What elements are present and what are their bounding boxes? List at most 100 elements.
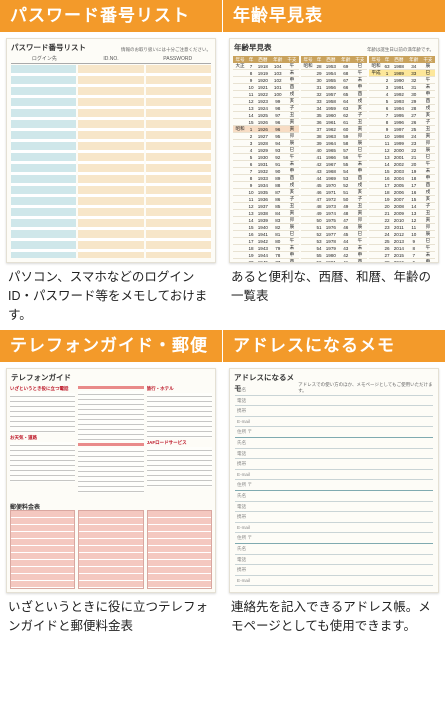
age-cell: 巳 [352,63,367,71]
age-cell: 13 [383,153,391,162]
age-cell [233,83,248,92]
age-cell: 82 [270,223,285,232]
age-cell: 43 [338,244,353,253]
age-cell: 申 [284,76,299,85]
age-cell: 酉 [284,174,299,183]
age-row: 16 1941 81 巳 [233,230,299,239]
age-cell: 21 [383,209,391,218]
age-row: 49 1974 48 寅 [301,209,367,218]
age-cell: 戌 [420,188,435,197]
age-cell: 32 [406,76,421,85]
age-cell [301,139,316,148]
phone-section-weather: お天気・道路 [10,435,37,440]
age-cell: 29 [315,69,323,78]
password-table-header: ログイン先 ID.NO. PASSWORD [11,54,212,64]
age-cell: 23 [383,223,391,232]
age-cell: 99 [270,97,285,106]
age-header-cell: 年齢 [270,56,285,63]
age-row: 26 2014 8 午 [369,244,435,253]
age-row: 42 1967 55 未 [301,160,367,169]
age-row: 38 1963 59 卯 [301,132,367,141]
age-cell [369,258,384,262]
age-row: 2 1990 32 午 [369,76,435,85]
age-cell [233,153,248,162]
age-cell: 96 [270,118,285,127]
age-cell: 44 [315,174,323,183]
age-cell: 1941 [254,230,271,239]
age-cell: 45 [338,230,353,239]
age-cell: 102 [270,76,285,85]
age-cell [301,181,316,190]
age-cell: 2003 [390,167,407,176]
age-cell: 寅 [352,125,367,134]
age-cell: 100 [270,90,285,99]
age-page-note: 年齢は誕生日以前の満年齢です。 [366,47,434,52]
age-cell: 卯 [352,216,367,225]
phone-guide-banner: テレフォンガイド・郵便料金表 [0,330,222,387]
age-row: 9 1920 102 申 [233,76,299,85]
address-field-row: E-mail [235,576,433,587]
age-cell: 酉 [352,90,367,99]
age-cell: 65 [338,90,353,99]
age-cell: 17 [247,237,255,246]
age-cell: 1966 [322,153,339,162]
age-cell [301,111,316,120]
age-cell: 7 [383,111,391,120]
age-row: 12 2000 22 辰 [369,146,435,155]
address-field-row: 電話 [235,555,433,566]
age-cell: 18 [406,174,421,183]
age-cell: 78 [270,251,285,260]
age-cell: 34 [315,104,323,113]
age-row: 53 1978 44 午 [301,237,367,246]
age-row: 15 1940 82 辰 [233,223,299,232]
age-row: 43 1968 54 申 [301,167,367,176]
phone-section-emergency: いざというとき役に立つ電話 [10,386,69,391]
age-cell: 6 [383,104,391,113]
age-cell: 84 [270,209,285,218]
age-cell [369,167,384,176]
age-cell: 2014 [390,244,407,253]
age-cell [301,83,316,92]
age-row: 12 1937 85 丑 [233,202,299,211]
age-cell: 1953 [322,63,339,71]
age-row: 44 1969 53 酉 [301,174,367,183]
age-cell [233,188,248,197]
age-cell: 子 [420,118,435,127]
age-cell: 1964 [322,139,339,148]
age-row: 5 1993 29 酉 [369,97,435,106]
age-cell: 60 [338,125,353,134]
age-cell: 酉 [284,258,299,262]
age-cell: 2004 [390,174,407,183]
age-cell: 1928 [254,139,271,148]
age-cell [369,132,384,141]
age-cell: 11 [406,223,421,232]
age-row: 5 1930 92 午 [233,153,299,162]
age-cell: 103 [270,69,285,78]
age-cell: 亥 [420,195,435,204]
age-cell: 1938 [254,209,271,218]
age-cell: 1975 [322,216,339,225]
age-row: 11 1922 100 戌 [233,90,299,99]
login-column-lines [11,65,77,258]
age-cell: 86 [270,195,285,204]
age-cell: 午 [420,160,435,169]
age-cell: 20 [406,160,421,169]
age-cell: 20 [383,202,391,211]
age-cell: 33 [315,97,323,106]
age-cell: 1925 [254,111,271,120]
age-cell: 7 [406,251,421,260]
age-row: 7 1932 90 申 [233,167,299,176]
age-cell [301,244,316,253]
address-field-row: E-mail [235,417,433,428]
age-cell: 1918 [254,63,271,71]
age-cell: 51 [338,188,353,197]
age-cell: 15 [383,167,391,176]
age-cell [301,202,316,211]
age-cell [233,90,248,99]
age-cell: 22 [383,216,391,225]
age-column-middle: 年号年西暦 年齢 干支 昭和 28 1953 69 巳 29 1954 68 午 30 1955 67 未 31… [301,56,367,262]
age-row: 25 2013 9 巳 [369,237,435,246]
age-cell: 巳 [284,146,299,155]
age-cell: 38 [315,132,323,141]
address-field-row: E-mail [235,523,433,534]
